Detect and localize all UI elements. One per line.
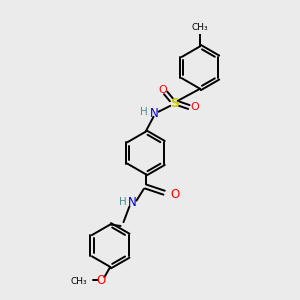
Text: N: N (150, 107, 159, 120)
Text: O: O (170, 188, 179, 201)
Text: H: H (119, 197, 127, 207)
Text: O: O (97, 274, 106, 286)
Text: N: N (128, 196, 137, 209)
Text: O: O (158, 85, 167, 94)
Text: O: O (190, 102, 199, 112)
Text: H: H (140, 107, 148, 117)
Text: S: S (170, 97, 179, 110)
Text: CH₃: CH₃ (192, 23, 208, 32)
Text: CH₃: CH₃ (70, 277, 87, 286)
